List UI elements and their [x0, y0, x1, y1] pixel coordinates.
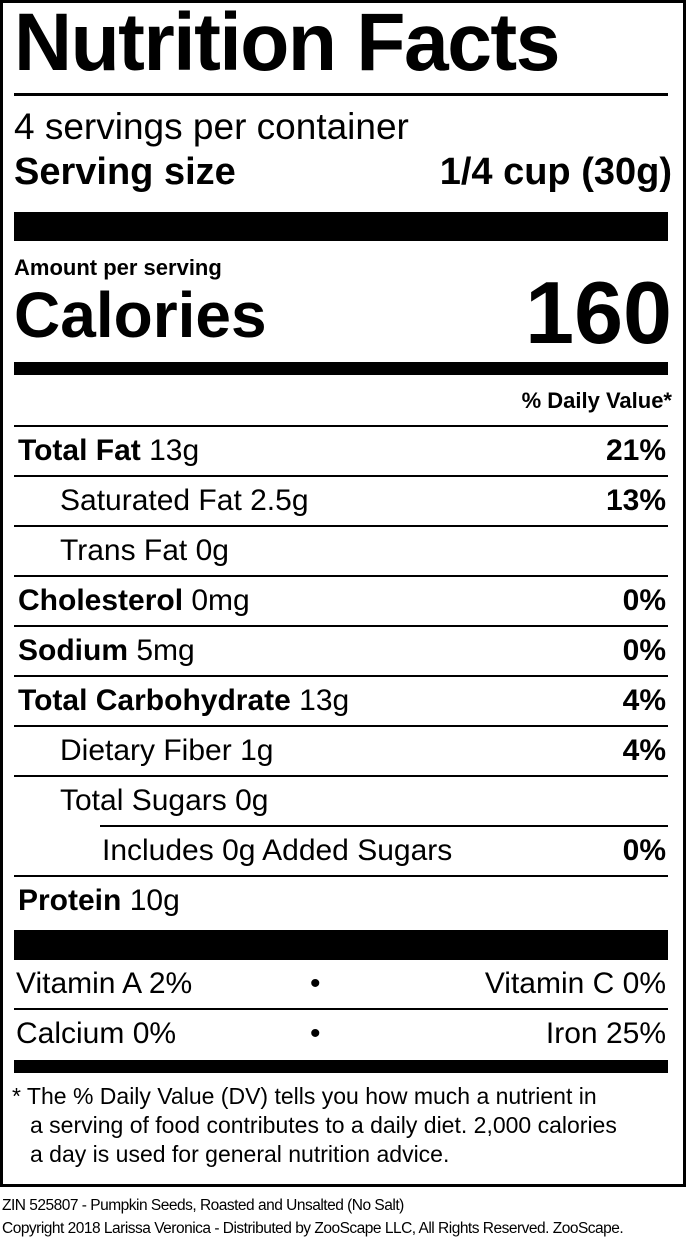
nutrient-row: Trans Fat 0g	[14, 527, 668, 575]
vitamin-left: Calcium 0%	[16, 1017, 177, 1050]
divider	[14, 425, 668, 427]
nutrient-row: Total Carbohydrate 13g 4%	[14, 677, 668, 725]
vitamin-right: Vitamin C 0%	[484, 967, 666, 1000]
divider	[14, 625, 668, 627]
footnote-line: a day is used for general nutrition advi…	[30, 1141, 450, 1167]
vitamin-row: Vitamin A 2% • Vitamin C 0%	[14, 960, 668, 1008]
amount-per-serving: Amount per serving	[14, 255, 222, 280]
divider	[14, 525, 668, 527]
footnote-line: * The % Daily Value (DV) tells you how m…	[12, 1083, 597, 1109]
nutrient-amount: 1g	[240, 734, 274, 767]
nutrient-label: Saturated Fat	[60, 484, 242, 517]
nutrient-amount: 13g	[149, 434, 200, 467]
footnote: * The % Daily Value (DV) tells you how m…	[12, 1082, 672, 1169]
nutrient-name: Cholesterol 0mg	[18, 577, 250, 625]
nutrient-row: Saturated Fat 2.5g 13%	[14, 477, 668, 525]
daily-value-percent: 21%	[605, 434, 666, 467]
bullet: •	[310, 967, 321, 1000]
nutrient-row: Sodium 5mg 0%	[14, 627, 668, 675]
nutrient-label: Includes 0g Added Sugars	[102, 834, 453, 867]
daily-value-header: % Daily Value*	[521, 388, 672, 413]
nutrient-label: Total Carbohydrate	[18, 684, 291, 717]
calories-value: 160	[525, 263, 672, 362]
nutrient-amount: 10g	[129, 884, 180, 917]
nutrient-name: Trans Fat 0g	[60, 527, 229, 575]
nutrient-row: Total Sugars 0g	[14, 777, 668, 825]
nutrient-name: Protein 10g	[18, 877, 180, 925]
footnote-line: a serving of food contributes to a daily…	[30, 1112, 617, 1138]
label-title: Nutrition Facts	[14, 0, 560, 88]
nutrient-name: Total Fat 13g	[18, 427, 199, 475]
divider	[14, 875, 668, 877]
nutrient-label: Dietary Fiber	[60, 734, 232, 767]
nutrient-label: Trans Fat	[60, 534, 188, 567]
nutrient-row: Total Fat 13g 21%	[14, 427, 668, 475]
nutrient-row: Dietary Fiber 1g 4%	[14, 727, 668, 775]
nutrient-label: Total Fat	[18, 434, 141, 467]
nutrient-name: Total Carbohydrate 13g	[18, 677, 349, 725]
medium-divider	[14, 1060, 668, 1073]
nutrient-amount: 0g	[195, 534, 229, 567]
nutrient-label: Protein	[18, 884, 122, 917]
nutrition-label	[0, 0, 686, 1187]
nutrient-name: Saturated Fat 2.5g	[60, 477, 309, 525]
daily-value-percent: 0%	[622, 834, 666, 867]
daily-value-percent: 4%	[622, 734, 666, 767]
divider	[14, 93, 668, 96]
vitamin-left: Vitamin A 2%	[16, 967, 193, 1000]
nutrient-amount: 0g	[235, 784, 269, 817]
nutrient-name: Total Sugars 0g	[60, 777, 268, 825]
thick-divider	[14, 930, 668, 960]
vitamin-row: Calcium 0% • Iron 25%	[14, 1010, 668, 1058]
medium-divider	[14, 362, 668, 375]
divider	[14, 725, 668, 727]
vitamin-right: Iron 25%	[545, 1017, 666, 1050]
divider	[14, 775, 668, 777]
serving-size-value: 1/4 cup (30g)	[439, 151, 672, 193]
daily-value-percent: 13%	[605, 484, 666, 517]
serving-size-label: Serving size	[14, 151, 236, 193]
divider	[14, 675, 668, 677]
nutrient-amount: 0mg	[191, 584, 250, 617]
thick-divider	[14, 212, 668, 241]
nutrient-row: Includes 0g Added Sugars 0%	[14, 827, 668, 875]
product-line: ZIN 525807 - Pumpkin Seeds, Roasted and …	[2, 1197, 404, 1214]
nutrient-label: Sodium	[18, 634, 128, 667]
bullet: •	[310, 1017, 321, 1050]
nutrient-name: Includes 0g Added Sugars	[102, 827, 452, 875]
copyright: Copyright 2018 Larissa Veronica - Distri…	[2, 1220, 624, 1237]
nutrient-row: Cholesterol 0mg 0%	[14, 577, 668, 625]
nutrient-label: Cholesterol	[18, 584, 184, 617]
divider	[100, 825, 668, 827]
nutrient-row: Protein 10g	[14, 877, 668, 925]
divider	[14, 575, 668, 577]
calories-label: Calories	[14, 279, 267, 351]
nutrient-label: Total Sugars	[60, 784, 227, 817]
servings-per-container: 4 servings per container	[14, 106, 409, 147]
nutrient-name: Sodium 5mg	[18, 627, 195, 675]
daily-value-percent: 0%	[622, 634, 666, 667]
nutrient-amount: 2.5g	[250, 484, 309, 517]
nutrient-amount: 13g	[299, 684, 350, 717]
divider	[14, 475, 668, 477]
nutrient-amount: 5mg	[136, 634, 195, 667]
daily-value-percent: 0%	[622, 584, 666, 617]
nutrient-name: Dietary Fiber 1g	[60, 727, 273, 775]
daily-value-percent: 4%	[622, 684, 666, 717]
divider	[14, 1008, 668, 1010]
